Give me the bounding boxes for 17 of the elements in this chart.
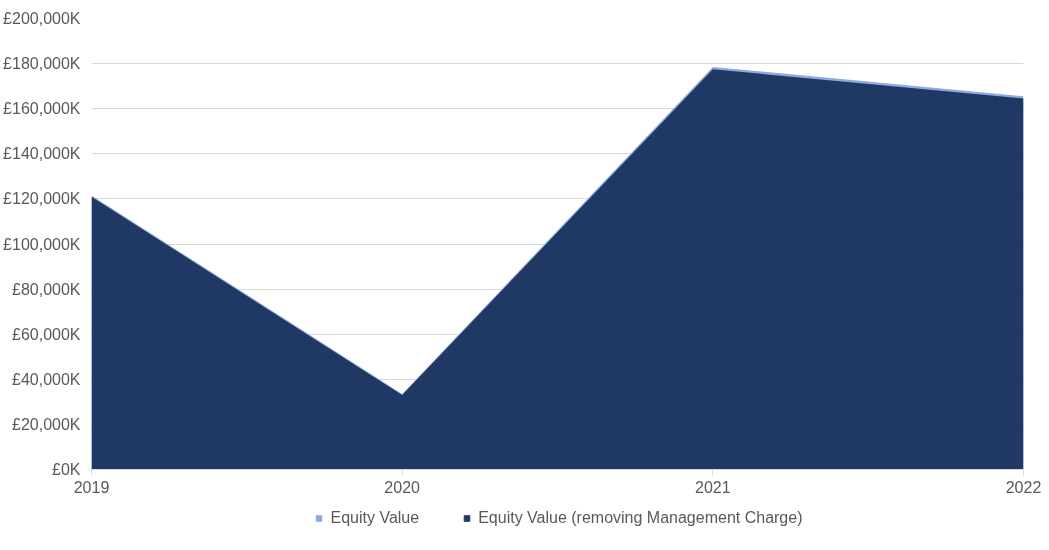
y-tick-label: £200,000K	[3, 10, 81, 27]
y-tick-label: £180,000K	[3, 55, 81, 73]
y-tick-label: £60,000K	[11, 325, 81, 343]
x-tick-label: 2019	[73, 478, 110, 496]
y-tick-label: £20,000K	[11, 415, 81, 433]
y-tick-label: £160,000K	[3, 100, 81, 118]
x-tick-label: 2020	[384, 478, 421, 496]
legend-label: Equity Value (removing Management Charge)	[478, 508, 803, 527]
x-tick-label: 2021	[695, 478, 731, 496]
y-tick-label: £140,000K	[3, 145, 81, 163]
y-tick-label: £0K	[52, 461, 81, 478]
legend-label: Equity Value	[330, 508, 420, 527]
y-tick-label: £40,000K	[11, 370, 81, 388]
x-tick-label: 2022	[1005, 478, 1042, 496]
y-tick-label: £100,000K	[3, 235, 81, 253]
y-tick-label: £120,000K	[3, 190, 81, 208]
y-tick-label: £80,000K	[11, 280, 81, 298]
